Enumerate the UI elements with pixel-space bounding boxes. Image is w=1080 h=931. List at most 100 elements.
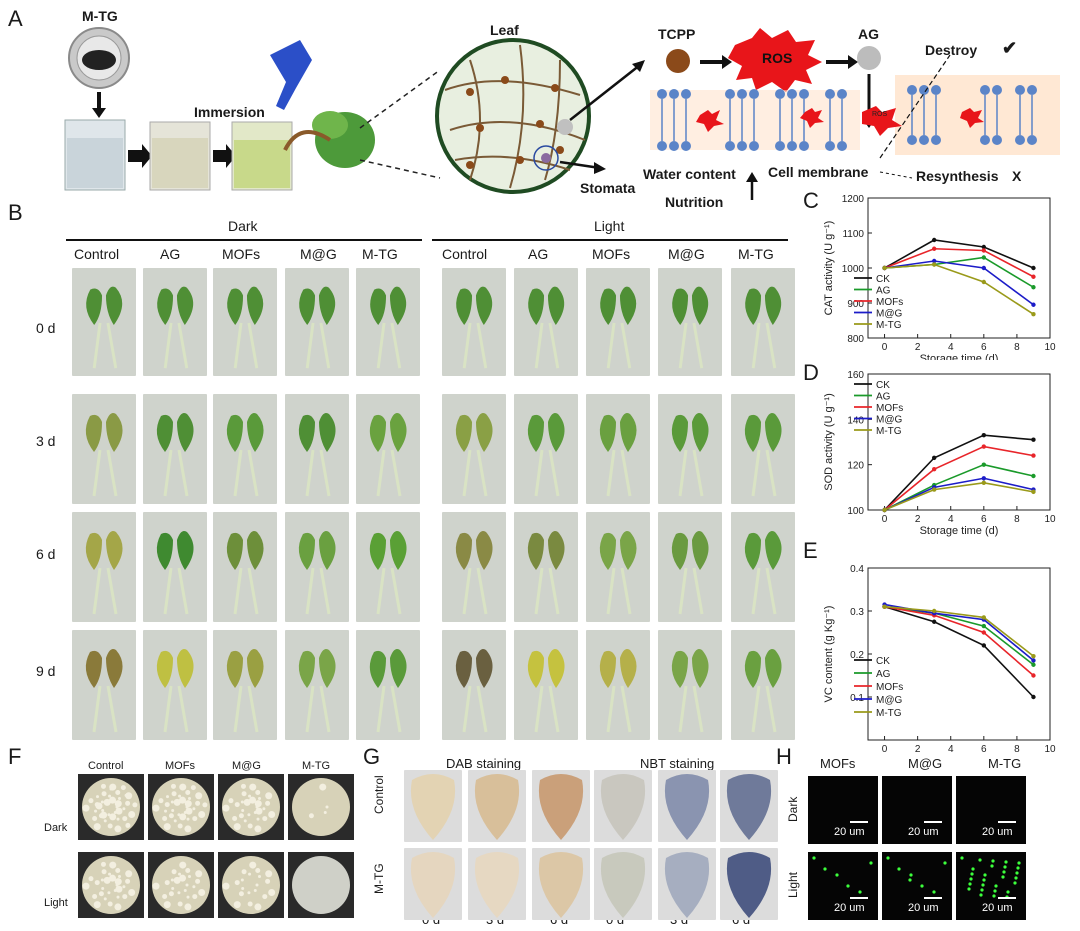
series-line xyxy=(884,605,1034,677)
colony xyxy=(323,811,327,815)
colony xyxy=(128,811,136,819)
colony xyxy=(115,807,123,815)
colony-dots xyxy=(292,856,350,914)
leaf-photo xyxy=(586,394,650,504)
nutrition-label: Nutrition xyxy=(665,194,724,210)
y-axis-label: VC content (g Kg⁻¹) xyxy=(823,606,835,703)
green-dot xyxy=(980,888,984,892)
panel-letter-e: E xyxy=(803,538,818,563)
leaf-icon xyxy=(528,286,565,369)
colony xyxy=(170,878,174,882)
row-6d: 6 d xyxy=(36,546,56,562)
colony xyxy=(108,872,112,876)
data-point xyxy=(981,480,987,485)
colony xyxy=(125,878,131,884)
colony xyxy=(198,889,206,897)
colony xyxy=(195,870,203,878)
y-tick-label: 120 xyxy=(847,461,864,472)
legend-label: M@G xyxy=(876,415,902,426)
leaf-photo xyxy=(72,394,136,504)
green-dot xyxy=(983,873,987,877)
leaf-icon xyxy=(410,774,456,840)
colony xyxy=(240,878,244,882)
data-point xyxy=(931,262,937,267)
colony xyxy=(108,794,112,798)
leaf-photo xyxy=(442,394,506,504)
colony xyxy=(158,798,164,804)
legend-label: M-TG xyxy=(876,426,902,437)
leaf-photo xyxy=(514,268,578,376)
stained-leaf-photo xyxy=(404,848,462,920)
data-point xyxy=(981,623,987,629)
green-dot xyxy=(1017,861,1021,865)
colony xyxy=(192,816,198,822)
dab-staining-label: DAB staining xyxy=(446,756,522,771)
green-dot xyxy=(960,856,964,860)
colony xyxy=(257,797,261,801)
legend-label: M@G xyxy=(876,309,902,320)
colony xyxy=(168,813,174,819)
fluorescence-dots xyxy=(998,821,1016,823)
nbt-staining-label: NBT staining xyxy=(640,756,715,771)
leaf-icon xyxy=(370,286,407,369)
colony xyxy=(192,885,196,889)
colony xyxy=(325,805,329,809)
leaf-photo xyxy=(658,630,722,740)
stained-leaf-photo xyxy=(404,770,462,842)
data-point xyxy=(1031,473,1036,479)
series-line xyxy=(884,477,1034,511)
x-tick-label: 6 xyxy=(981,744,987,755)
colony xyxy=(122,894,128,900)
leaf-icon xyxy=(600,774,646,840)
colony xyxy=(103,798,111,806)
dark-divider xyxy=(66,239,422,241)
h-col-mofs: MOFs xyxy=(820,756,856,771)
green-dot xyxy=(835,873,839,877)
colony xyxy=(234,802,240,808)
colony xyxy=(116,895,120,899)
colony-dots xyxy=(308,783,329,819)
fluorescence-dots xyxy=(850,821,868,823)
panel-a-schematic: M-TG Immersion Leaf Stomata TCPP ROS ROS… xyxy=(0,0,1080,210)
stained-leaf-photo xyxy=(594,848,652,920)
colony xyxy=(195,792,203,800)
stained-leaf-photo xyxy=(720,770,778,842)
leaf-photo xyxy=(658,394,722,504)
leaf-icon xyxy=(600,286,637,369)
ag-label: AG xyxy=(858,26,879,42)
leaf-photo xyxy=(356,268,420,376)
colony xyxy=(100,811,108,819)
y-tick-label: 800 xyxy=(847,334,864,345)
colony xyxy=(247,901,253,907)
legend-label: MOFs xyxy=(876,403,903,414)
h-col-mag: M@G xyxy=(908,756,943,771)
colony xyxy=(124,793,128,797)
colony xyxy=(107,823,113,829)
dark-header: Dark xyxy=(228,218,258,234)
scale-bar-label: 20 um xyxy=(982,826,1013,838)
fluorescence-image: 20 um xyxy=(882,852,952,920)
colony xyxy=(179,796,187,804)
petri-dish-photo xyxy=(148,852,214,918)
petri-dish-photo xyxy=(288,774,354,840)
x-tick-label: 8 xyxy=(1014,342,1020,353)
leaf-icon xyxy=(527,649,565,733)
green-dot xyxy=(920,884,924,888)
x-tick-label: 2 xyxy=(915,342,921,353)
colony xyxy=(117,797,121,801)
colony xyxy=(262,807,266,811)
series-line xyxy=(884,605,1034,657)
leaf-icon xyxy=(369,531,407,615)
colony xyxy=(265,800,271,806)
leaf-photo xyxy=(586,512,650,622)
data-point xyxy=(1031,302,1036,307)
x-tick-label: 2 xyxy=(915,514,921,525)
x-tick-label: 0 xyxy=(882,514,888,525)
green-dot xyxy=(932,890,936,894)
leaf-icon xyxy=(85,413,123,497)
green-dot xyxy=(1003,865,1007,869)
stained-leaf-photo xyxy=(532,770,590,842)
series-line xyxy=(884,260,1034,306)
col-dark-ag: AG xyxy=(160,246,181,262)
x-mark-label: X xyxy=(1012,168,1022,184)
